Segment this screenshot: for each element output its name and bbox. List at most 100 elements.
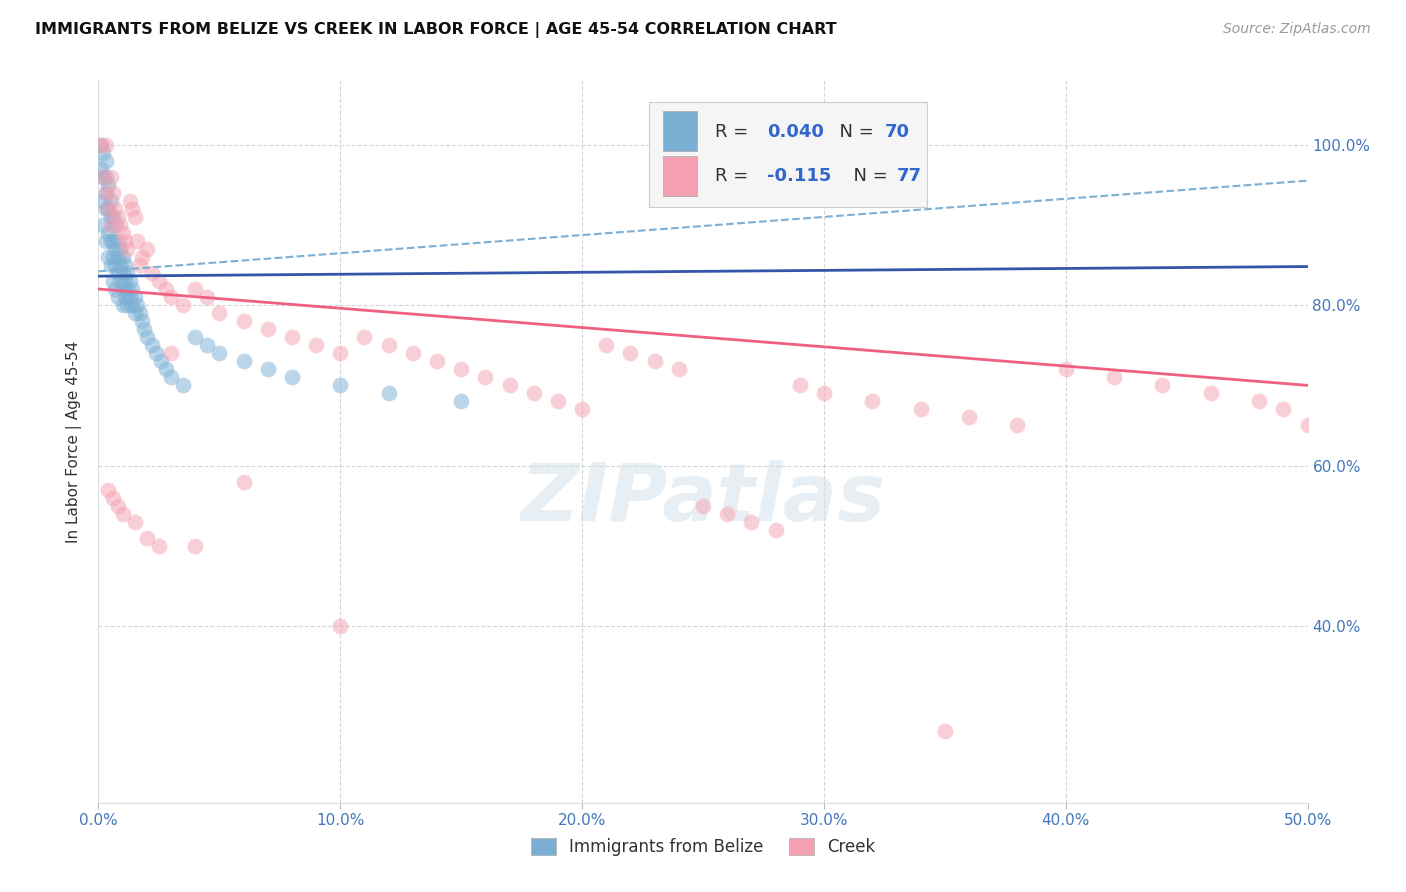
- Point: [104, 258, 127, 272]
- Point: [305, 338, 328, 352]
- Point: [131, 250, 153, 264]
- Point: [155, 282, 177, 296]
- Point: [101, 250, 124, 264]
- Text: N =: N =: [842, 168, 894, 186]
- Point: [114, 258, 136, 272]
- Point: [172, 298, 194, 312]
- Point: [121, 282, 143, 296]
- Point: [101, 186, 124, 200]
- Point: [353, 330, 375, 344]
- Point: [281, 370, 304, 384]
- Point: [128, 258, 150, 272]
- Point: [1272, 402, 1295, 417]
- Legend: Immigrants from Belize, Creek: Immigrants from Belize, Creek: [524, 831, 882, 863]
- Point: [1296, 418, 1319, 433]
- Point: [131, 314, 153, 328]
- Point: [124, 290, 146, 304]
- Text: IMMIGRANTS FROM BELIZE VS CREEK IN LABOR FORCE | AGE 45-54 CORRELATION CHART: IMMIGRANTS FROM BELIZE VS CREEK IN LABOR…: [35, 22, 837, 38]
- Point: [97, 202, 120, 216]
- Point: [90, 161, 112, 176]
- Point: [148, 274, 170, 288]
- Point: [101, 234, 124, 248]
- Point: [97, 178, 120, 192]
- Point: [101, 210, 124, 224]
- Point: [90, 137, 112, 152]
- Point: [121, 298, 143, 312]
- Point: [107, 210, 129, 224]
- Point: [329, 619, 352, 633]
- Point: [668, 362, 690, 376]
- Point: [474, 370, 496, 384]
- Point: [377, 338, 399, 352]
- Point: [619, 346, 641, 360]
- Point: [141, 338, 163, 352]
- Point: [108, 274, 131, 288]
- Point: [124, 306, 146, 320]
- Point: [860, 394, 883, 409]
- Point: [97, 226, 120, 240]
- Point: [329, 378, 352, 392]
- Point: [716, 507, 738, 521]
- Point: [91, 218, 114, 232]
- Point: [118, 194, 141, 208]
- Point: [135, 330, 157, 344]
- Text: R =: R =: [716, 123, 754, 141]
- Point: [97, 483, 120, 497]
- Point: [114, 290, 136, 304]
- Point: [256, 322, 278, 336]
- Point: [101, 491, 124, 505]
- Point: [111, 266, 134, 280]
- Point: [184, 330, 207, 344]
- Point: [644, 354, 666, 368]
- Point: [100, 194, 122, 208]
- Point: [100, 234, 122, 248]
- Point: [118, 290, 141, 304]
- Point: [111, 298, 134, 312]
- Point: [1249, 394, 1271, 409]
- Point: [232, 314, 254, 328]
- Point: [195, 290, 218, 304]
- Point: [910, 402, 932, 417]
- Point: [160, 346, 183, 360]
- Point: [184, 282, 207, 296]
- Point: [91, 169, 114, 184]
- Point: [114, 234, 136, 248]
- Point: [104, 242, 127, 256]
- Point: [124, 515, 146, 529]
- Text: 77: 77: [897, 168, 921, 186]
- Point: [111, 226, 134, 240]
- Point: [1054, 362, 1077, 376]
- Point: [111, 250, 134, 264]
- Point: [108, 218, 131, 232]
- Point: [160, 290, 183, 304]
- Point: [450, 362, 472, 376]
- Point: [90, 137, 112, 152]
- Point: [329, 346, 352, 360]
- Point: [145, 346, 167, 360]
- Point: [91, 169, 114, 184]
- Point: [172, 378, 194, 392]
- Point: [118, 274, 141, 288]
- Point: [208, 306, 231, 320]
- Point: [100, 218, 122, 232]
- Point: [426, 354, 449, 368]
- Point: [232, 475, 254, 489]
- Point: [789, 378, 811, 392]
- Point: [108, 258, 131, 272]
- Point: [124, 210, 146, 224]
- Point: [117, 266, 139, 280]
- Point: [107, 234, 129, 248]
- Point: [135, 242, 157, 256]
- Text: -0.115: -0.115: [768, 168, 831, 186]
- Point: [127, 298, 149, 312]
- Point: [195, 338, 218, 352]
- Point: [281, 330, 304, 344]
- Text: ZIPatlas: ZIPatlas: [520, 460, 886, 539]
- Bar: [664, 156, 697, 196]
- Point: [150, 354, 173, 368]
- Point: [104, 282, 127, 296]
- Point: [957, 410, 980, 425]
- Point: [108, 242, 131, 256]
- Text: N =: N =: [828, 123, 879, 141]
- Point: [127, 234, 149, 248]
